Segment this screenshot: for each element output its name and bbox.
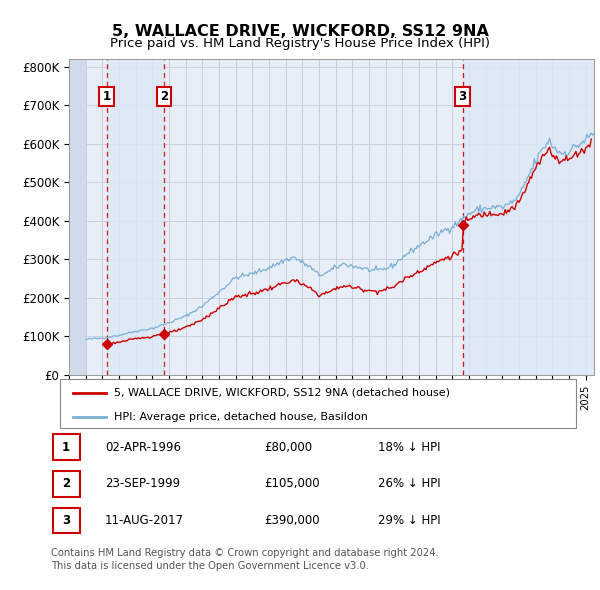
Text: 2: 2 — [62, 477, 70, 490]
Text: 2: 2 — [160, 90, 169, 103]
Text: Contains HM Land Registry data © Crown copyright and database right 2024.
This d: Contains HM Land Registry data © Crown c… — [51, 548, 439, 571]
Text: 3: 3 — [458, 90, 467, 103]
Text: 1: 1 — [62, 441, 70, 454]
Text: £105,000: £105,000 — [264, 477, 320, 490]
Text: 5, WALLACE DRIVE, WICKFORD, SS12 9NA (detached house): 5, WALLACE DRIVE, WICKFORD, SS12 9NA (de… — [114, 388, 450, 398]
Text: £390,000: £390,000 — [264, 514, 320, 527]
FancyBboxPatch shape — [60, 379, 576, 428]
Text: Price paid vs. HM Land Registry's House Price Index (HPI): Price paid vs. HM Land Registry's House … — [110, 37, 490, 50]
FancyBboxPatch shape — [53, 434, 79, 460]
Text: 3: 3 — [62, 514, 70, 527]
Bar — [463, 59, 594, 375]
Text: 11-AUG-2017: 11-AUG-2017 — [105, 514, 184, 527]
Bar — [69, 59, 86, 375]
Text: 18% ↓ HPI: 18% ↓ HPI — [378, 441, 440, 454]
Text: £80,000: £80,000 — [264, 441, 312, 454]
Text: HPI: Average price, detached house, Basildon: HPI: Average price, detached house, Basi… — [114, 412, 368, 422]
FancyBboxPatch shape — [53, 507, 79, 533]
FancyBboxPatch shape — [53, 471, 79, 497]
Text: 5, WALLACE DRIVE, WICKFORD, SS12 9NA: 5, WALLACE DRIVE, WICKFORD, SS12 9NA — [112, 24, 488, 38]
Text: 02-APR-1996: 02-APR-1996 — [105, 441, 181, 454]
Text: 29% ↓ HPI: 29% ↓ HPI — [378, 514, 440, 527]
Text: 1: 1 — [103, 90, 110, 103]
Bar — [107, 59, 164, 375]
Text: 26% ↓ HPI: 26% ↓ HPI — [378, 477, 440, 490]
Text: 23-SEP-1999: 23-SEP-1999 — [105, 477, 180, 490]
